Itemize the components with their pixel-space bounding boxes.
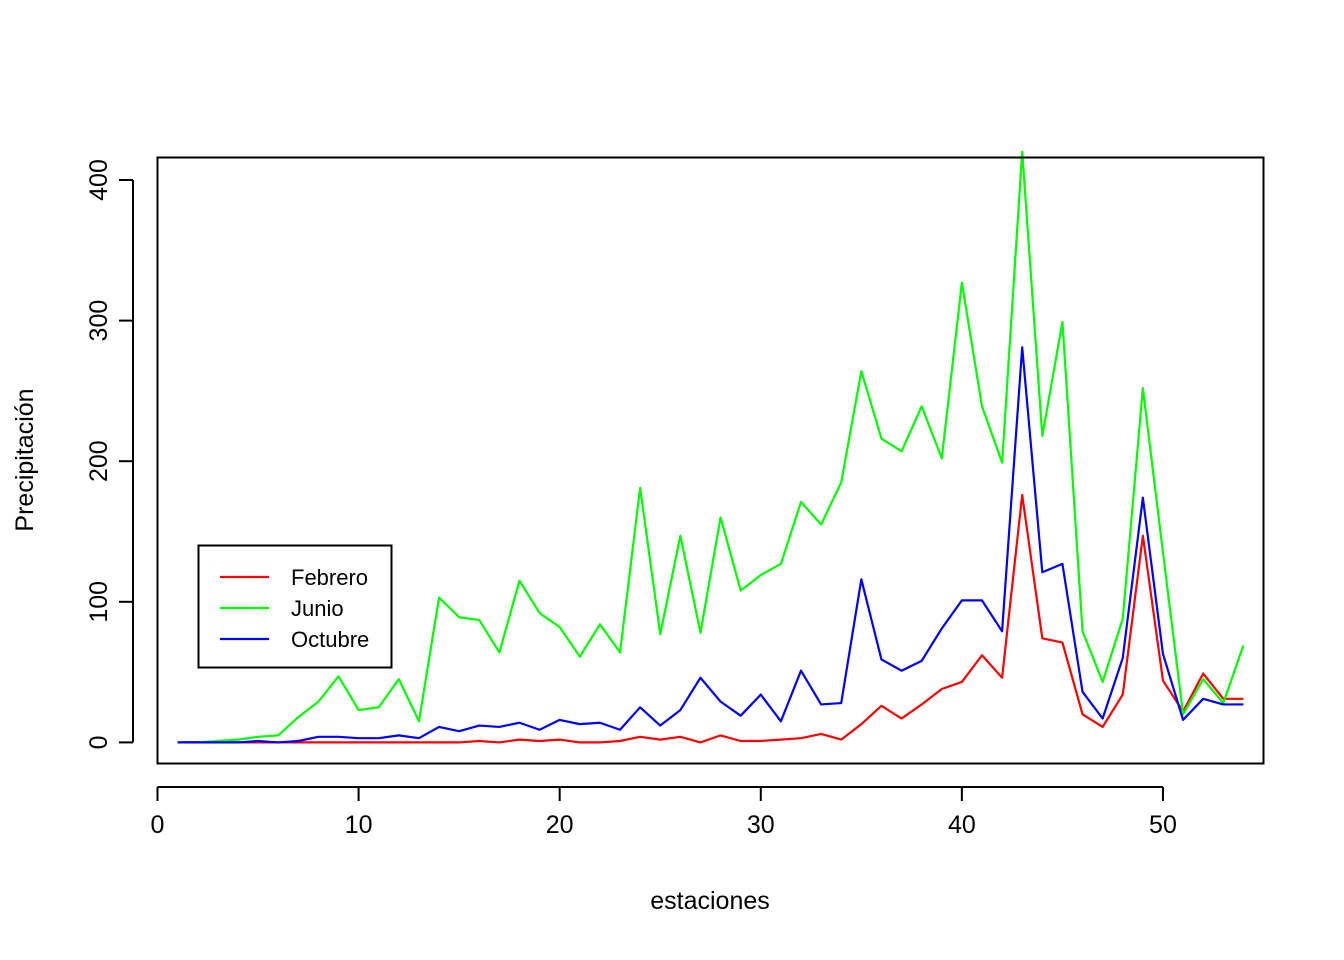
- y-axis: 0 100 200 300 400: [85, 159, 134, 749]
- y-tick-label: 400: [85, 159, 113, 201]
- x-tick-label: 40: [948, 811, 976, 839]
- y-tick-label: 200: [85, 440, 113, 482]
- legend-label-junio: Junio: [291, 596, 344, 621]
- series-line-junio: [177, 150, 1245, 744]
- plot-frame: [156, 156, 1265, 765]
- y-tick-label: 0: [85, 735, 113, 749]
- legend: Febrero Junio Octubre: [197, 544, 393, 669]
- series-line-febrero: [177, 493, 1244, 744]
- y-axis-title: Precipitación: [11, 388, 39, 531]
- x-tick-label: 0: [151, 811, 165, 839]
- series-layer: [177, 150, 1245, 744]
- x-tick-label: 30: [747, 811, 775, 839]
- legend-box: [197, 544, 393, 669]
- y-tick-label: 300: [85, 300, 113, 342]
- legend-label-octubre: Octubre: [291, 627, 369, 652]
- x-tick-label: 50: [1149, 811, 1177, 839]
- x-tick-label: 20: [546, 811, 574, 839]
- x-tick-label: 10: [345, 811, 373, 839]
- legend-label-febrero: Febrero: [291, 565, 368, 590]
- x-axis: 0 10 20 30 40 50: [151, 786, 1177, 839]
- x-axis-title: estaciones: [650, 887, 770, 915]
- y-tick-label: 100: [85, 581, 113, 623]
- series-line-octubre: [177, 346, 1244, 744]
